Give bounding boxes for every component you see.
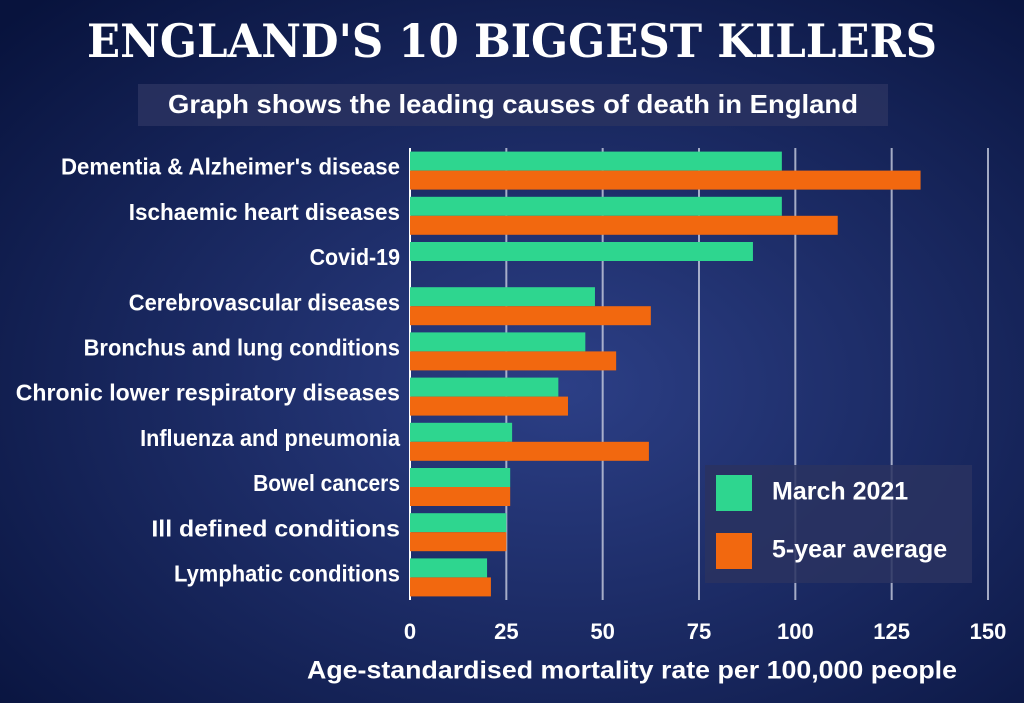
y-tick-label: Lymphatic conditions	[174, 560, 400, 586]
bar	[410, 487, 511, 506]
bar	[410, 441, 649, 461]
bar	[410, 422, 513, 442]
x-tick-label: 150	[970, 619, 1007, 644]
y-tick-label: Bowel cancers	[253, 470, 400, 496]
y-tick-label: Covid-19	[310, 244, 400, 270]
bar	[410, 332, 586, 352]
bar	[410, 351, 617, 371]
bar	[410, 377, 559, 397]
x-tick-label: 0	[404, 619, 416, 644]
x-axis-label: Age-standardised mortality rate per 100,…	[307, 657, 957, 685]
bar	[410, 558, 488, 578]
y-tick-label: Cerebrovascular diseases	[129, 289, 400, 315]
subtitle: Graph shows the leading causes of death …	[168, 89, 858, 119]
bar	[410, 306, 651, 326]
y-tick-label: Chronic lower respiratory diseases	[16, 380, 400, 406]
x-tick-label: 100	[777, 619, 814, 644]
subtitle-box	[138, 84, 888, 126]
bar	[410, 468, 511, 487]
bar	[410, 513, 507, 533]
legend-swatch	[716, 533, 752, 569]
bar	[410, 287, 595, 307]
x-tick-label: 75	[687, 619, 711, 644]
bar	[410, 242, 753, 261]
x-tick-label: 50	[590, 619, 614, 644]
y-tick-label: Dementia & Alzheimer's disease	[61, 154, 400, 180]
legend-label: 5-year average	[772, 536, 947, 564]
y-tick-label: Ischaemic heart diseases	[129, 199, 400, 225]
y-tick-label: Influenza and pneumonia	[140, 425, 400, 451]
bar	[410, 532, 507, 552]
x-tick-label: 25	[494, 619, 518, 644]
bar	[410, 215, 838, 235]
bar	[410, 196, 782, 216]
legend-label: March 2021	[772, 478, 908, 506]
bar	[410, 151, 782, 171]
y-tick-label: Bronchus and lung conditions	[84, 334, 400, 360]
bar	[410, 577, 491, 597]
y-tick-label: Ill defined conditions	[151, 515, 400, 541]
x-tick-label: 125	[873, 619, 910, 644]
legend-swatch	[716, 475, 752, 511]
chart-title: ENGLAND'S 10 BIGGEST KILLERS	[87, 14, 937, 68]
bar	[410, 396, 568, 416]
bar	[410, 170, 921, 190]
